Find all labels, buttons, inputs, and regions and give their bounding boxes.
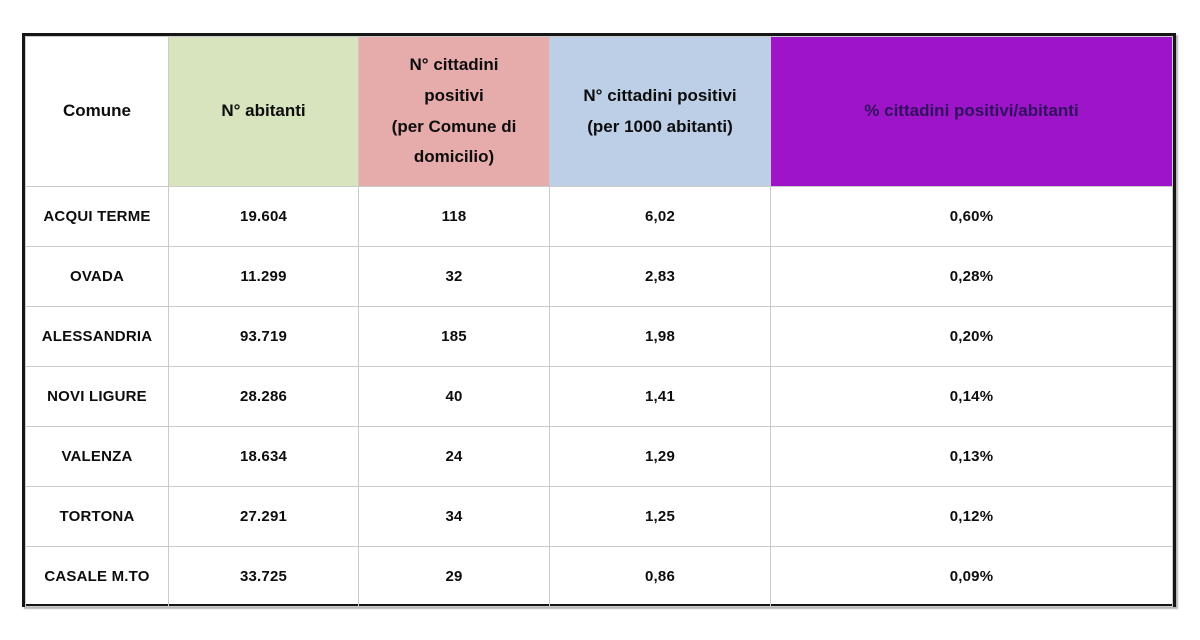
- table-row: ALESSANDRIA 93.719 185 1,98 0,20%: [25, 306, 1173, 367]
- cell-abitanti: 33.725: [168, 546, 359, 607]
- cell-percent-positivi: 0,28%: [770, 246, 1173, 307]
- header-cell-abitanti: N° abitanti: [168, 36, 359, 187]
- cell-positivi-per-1000: 1,29: [549, 426, 771, 487]
- cell-abitanti: 19.604: [168, 186, 359, 247]
- table-row: TORTONA 27.291 34 1,25 0,12%: [25, 486, 1173, 547]
- table-row: NOVI LIGURE 28.286 40 1,41 0,14%: [25, 366, 1173, 427]
- cell-percent-positivi: 0,13%: [770, 426, 1173, 487]
- table-row: CASALE M.TO 33.725 29 0,86 0,09%: [25, 546, 1173, 607]
- header-cell-positivi-per-1000: N° cittadini positivi (per 1000 abitanti…: [549, 36, 771, 187]
- cell-positivi-per-1000: 1,25: [549, 486, 771, 547]
- cell-abitanti: 93.719: [168, 306, 359, 367]
- cell-abitanti: 27.291: [168, 486, 359, 547]
- cell-comune: CASALE M.TO: [25, 546, 169, 607]
- table-row: OVADA 11.299 32 2,83 0,28%: [25, 246, 1173, 307]
- header-cell-comune: Comune: [25, 36, 169, 187]
- comune-covid-table: Comune N° abitanti N° cittadini positivi…: [22, 33, 1176, 607]
- cell-comune: VALENZA: [25, 426, 169, 487]
- cell-percent-positivi: 0,14%: [770, 366, 1173, 427]
- cell-positivi-per-1000: 1,98: [549, 306, 771, 367]
- table-row: VALENZA 18.634 24 1,29 0,13%: [25, 426, 1173, 487]
- cell-positivi-per-1000: 1,41: [549, 366, 771, 427]
- header-cell-positivi-domicilio: N° cittadini positivi (per Comune di dom…: [358, 36, 550, 187]
- cell-comune: NOVI LIGURE: [25, 366, 169, 427]
- cell-positivi-domicilio: 40: [358, 366, 550, 427]
- cell-positivi-domicilio: 24: [358, 426, 550, 487]
- cell-positivi-domicilio: 185: [358, 306, 550, 367]
- header-cell-percent-positivi: % cittadini positivi/abitanti: [770, 36, 1173, 187]
- cell-comune: OVADA: [25, 246, 169, 307]
- cell-positivi-domicilio: 118: [358, 186, 550, 247]
- data-table: Comune N° abitanti N° cittadini positivi…: [25, 36, 1173, 607]
- cell-percent-positivi: 0,20%: [770, 306, 1173, 367]
- cell-positivi-domicilio: 32: [358, 246, 550, 307]
- cell-comune: TORTONA: [25, 486, 169, 547]
- table-row: ACQUI TERME 19.604 118 6,02 0,60%: [25, 186, 1173, 247]
- cell-positivi-domicilio: 29: [358, 546, 550, 607]
- cell-abitanti: 11.299: [168, 246, 359, 307]
- cell-abitanti: 18.634: [168, 426, 359, 487]
- cell-positivi-per-1000: 0,86: [549, 546, 771, 607]
- cell-positivi-per-1000: 2,83: [549, 246, 771, 307]
- header-row: Comune N° abitanti N° cittadini positivi…: [25, 36, 1173, 187]
- cell-percent-positivi: 0,12%: [770, 486, 1173, 547]
- cell-comune: ACQUI TERME: [25, 186, 169, 247]
- cell-abitanti: 28.286: [168, 366, 359, 427]
- cell-percent-positivi: 0,60%: [770, 186, 1173, 247]
- cell-comune: ALESSANDRIA: [25, 306, 169, 367]
- cell-percent-positivi: 0,09%: [770, 546, 1173, 607]
- cell-positivi-domicilio: 34: [358, 486, 550, 547]
- cell-positivi-per-1000: 6,02: [549, 186, 771, 247]
